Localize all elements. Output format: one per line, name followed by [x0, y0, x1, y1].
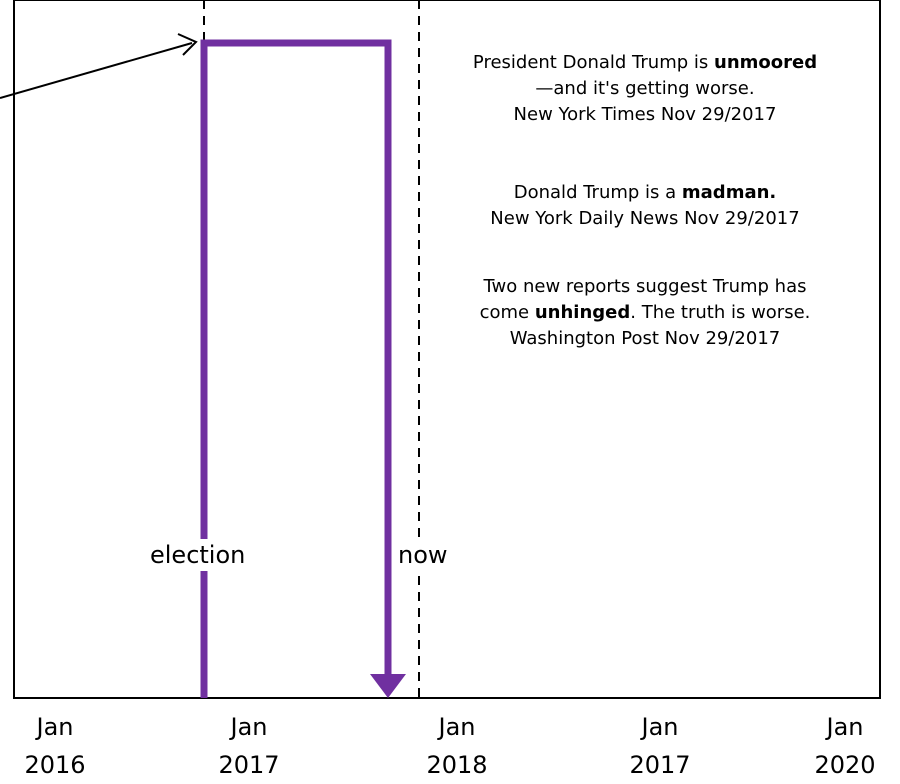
marker-label-now: now	[394, 539, 452, 571]
trajectory-arrowhead	[370, 674, 406, 698]
quote-wapo: Two new reports suggest Trump has come u…	[479, 276, 811, 349]
x-tick-label: Jan 2016	[24, 713, 86, 779]
quote-nyt: President Donald Trump is unmoored —and …	[472, 52, 818, 125]
quote-nydn: Donald Trump is a madman. New York Daily…	[490, 182, 800, 229]
x-tick-label: Jan 2020	[814, 713, 876, 779]
marker-label-election: election	[146, 539, 250, 571]
x-tick-label: Jan 2017	[629, 713, 691, 779]
pointer-arrow-line	[0, 42, 193, 99]
x-tick-label: Jan 2018	[426, 713, 488, 779]
pointer-arrowhead	[177, 33, 198, 56]
plot-frame	[13, 0, 881, 699]
x-tick-label: Jan 2017	[218, 713, 280, 779]
trajectory-line	[200, 39, 392, 698]
